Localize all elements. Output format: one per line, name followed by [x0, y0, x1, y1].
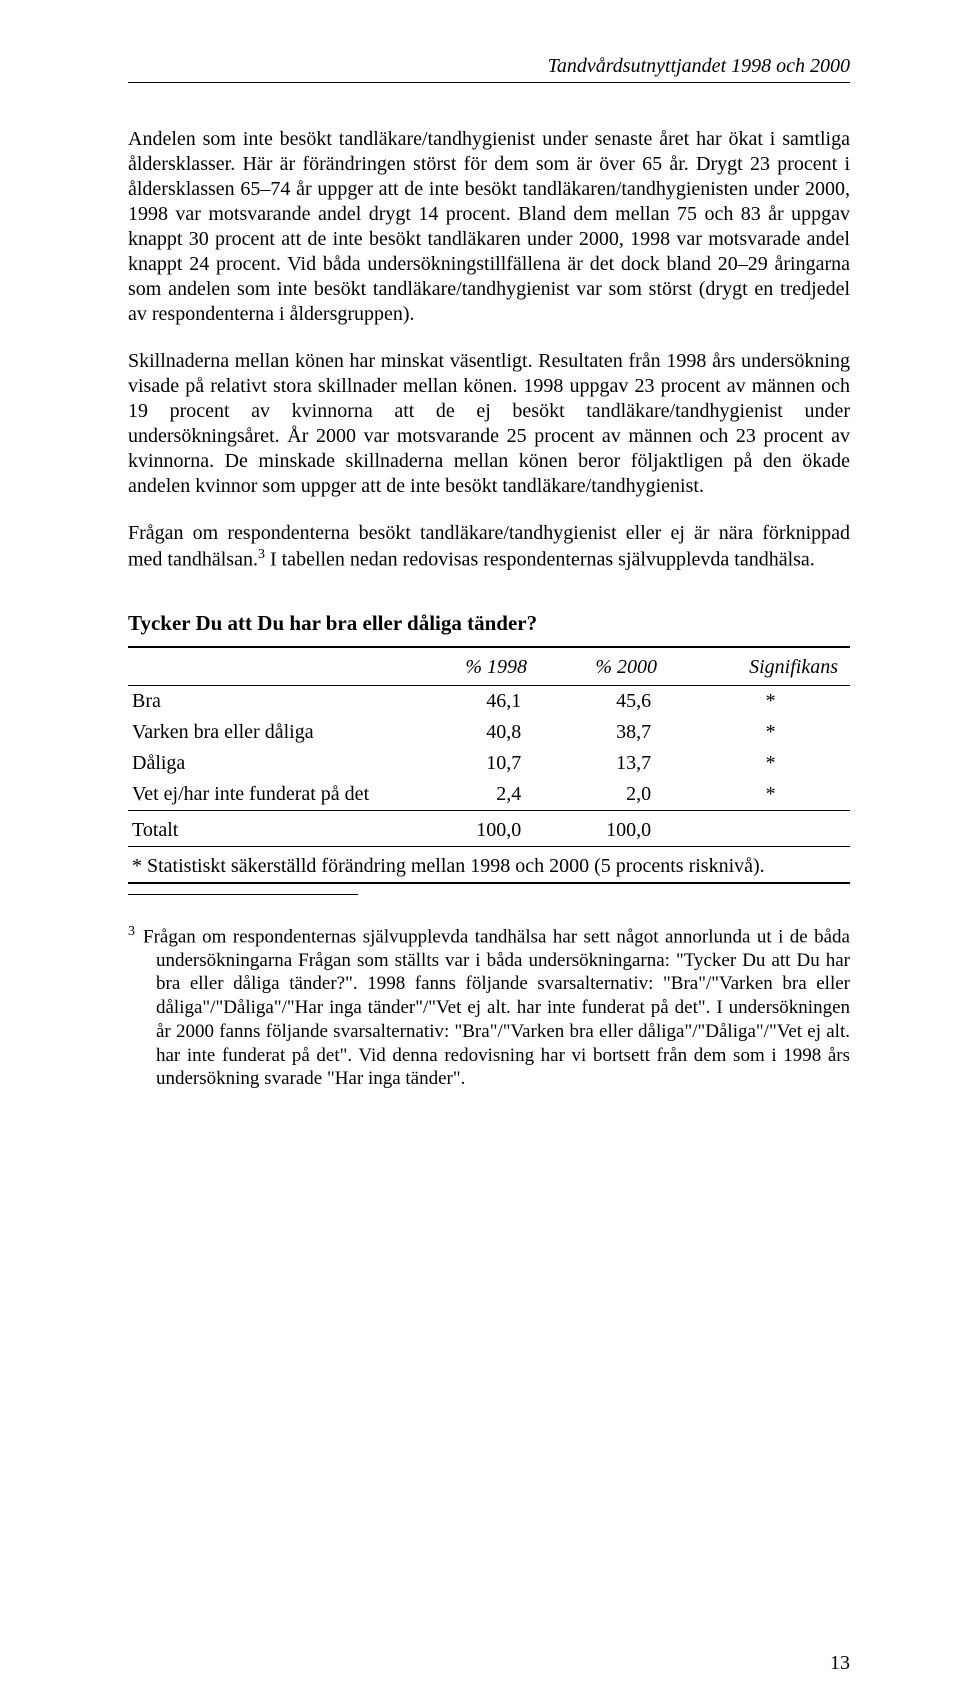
- table-note: * Statistiskt säkerställd förändring mel…: [128, 846, 850, 883]
- cell-sig: [691, 810, 850, 846]
- col-2000: % 2000: [561, 647, 691, 686]
- col-label: [128, 647, 431, 686]
- cell-1998: 40,8: [431, 717, 561, 748]
- cell-2000: 38,7: [561, 717, 691, 748]
- table-row: Vet ej/har inte funderat på det 2,4 2,0 …: [128, 779, 850, 811]
- paragraph-2: Skillnaderna mellan könen har minskat vä…: [128, 349, 850, 499]
- table-row: Dåliga 10,7 13,7 *: [128, 748, 850, 779]
- paragraph-3: Frågan om respondenterna besökt tandläka…: [128, 521, 850, 573]
- table-note-row: * Statistiskt säkerställd förändring mel…: [128, 846, 850, 883]
- cell-sig: *: [691, 779, 850, 811]
- cell-sig: *: [691, 685, 850, 717]
- table-total-row: Totalt 100,0 100,0: [128, 810, 850, 846]
- paragraph-3-b: I tabellen nedan redovisas respondentern…: [265, 549, 815, 571]
- col-signifikans: Signifikans: [691, 647, 850, 686]
- footnote-number: 3: [128, 924, 143, 939]
- cell-label: Vet ej/har inte funderat på det: [128, 779, 431, 811]
- cell-1998: 2,4: [431, 779, 561, 811]
- cell-label: Bra: [128, 685, 431, 717]
- table-row: Varken bra eller dåliga 40,8 38,7 *: [128, 717, 850, 748]
- footnote-ref-3: 3: [258, 547, 265, 562]
- running-header: Tandvårdsutnyttjandet 1998 och 2000: [128, 55, 850, 83]
- footnote-3: 3Frågan om respondenternas självupplevda…: [128, 923, 850, 1092]
- data-table: % 1998 % 2000 Signifikans Bra 46,1 45,6 …: [128, 646, 850, 884]
- table-header-row: % 1998 % 2000 Signifikans: [128, 647, 850, 686]
- cell-label: Totalt: [128, 810, 431, 846]
- cell-2000: 2,0: [561, 779, 691, 811]
- table-row: Bra 46,1 45,6 *: [128, 685, 850, 717]
- footnote-text: Frågan om respondenternas självupplevda …: [143, 926, 850, 1090]
- footnote-separator: [128, 894, 358, 895]
- cell-label: Varken bra eller dåliga: [128, 717, 431, 748]
- cell-label: Dåliga: [128, 748, 431, 779]
- cell-2000: 45,6: [561, 685, 691, 717]
- cell-sig: *: [691, 717, 850, 748]
- page-number: 13: [830, 1652, 850, 1675]
- table-title: Tycker Du att Du har bra eller dåliga tä…: [128, 611, 850, 636]
- cell-2000: 13,7: [561, 748, 691, 779]
- col-1998: % 1998: [431, 647, 561, 686]
- cell-sig: *: [691, 748, 850, 779]
- page: Tandvårdsutnyttjandet 1998 och 2000 Ande…: [0, 0, 960, 1705]
- paragraph-1: Andelen som inte besökt tandläkare/tandh…: [128, 127, 850, 327]
- cell-1998: 46,1: [431, 685, 561, 717]
- cell-2000: 100,0: [561, 810, 691, 846]
- cell-1998: 10,7: [431, 748, 561, 779]
- cell-1998: 100,0: [431, 810, 561, 846]
